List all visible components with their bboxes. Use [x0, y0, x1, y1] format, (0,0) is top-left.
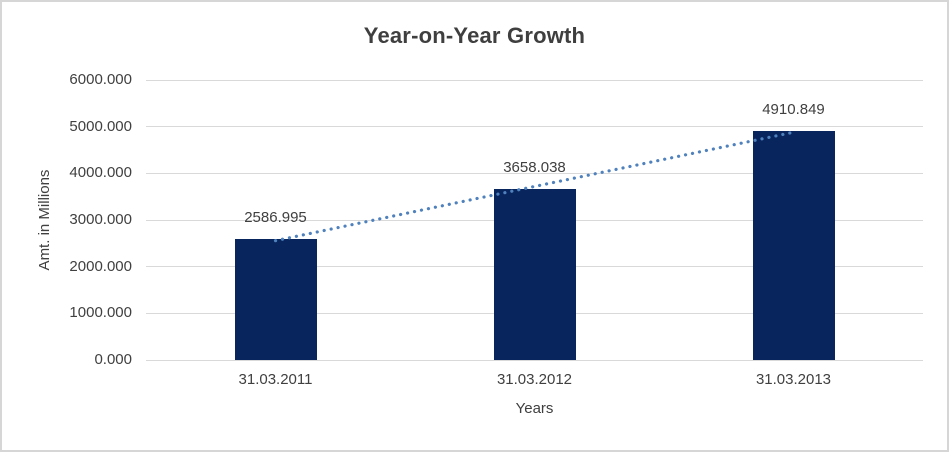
data-label: 2586.995 — [244, 209, 307, 227]
x-tick-label: 31.03.2012 — [496, 371, 573, 388]
x-tick-label: 31.03.2013 — [755, 371, 832, 388]
gridline — [146, 126, 923, 128]
data-label: 4910.849 — [762, 100, 825, 118]
y-tick-label: 3000.000 — [69, 211, 132, 228]
chart-title: Year-on-Year Growth — [363, 23, 586, 48]
bar-31.03.2013 — [752, 130, 835, 360]
bar-31.03.2012 — [493, 189, 576, 360]
y-tick-label: 5000.000 — [69, 117, 132, 135]
bar-31.03.2011 — [234, 239, 317, 360]
y-tick-label: 0.000 — [94, 351, 132, 368]
y-tick-label: 6000.000 — [69, 71, 132, 88]
gridline — [146, 359, 923, 361]
data-label: 3658.038 — [503, 159, 566, 177]
gridline — [146, 79, 923, 81]
x-tick-label: 31.03.2011 — [238, 371, 313, 388]
x-axis-title: Years — [515, 400, 554, 417]
y-tick-label: 1000.000 — [69, 304, 132, 322]
y-tick-label: 4000.000 — [69, 164, 132, 182]
y-tick-label: 2000.000 — [69, 257, 132, 275]
